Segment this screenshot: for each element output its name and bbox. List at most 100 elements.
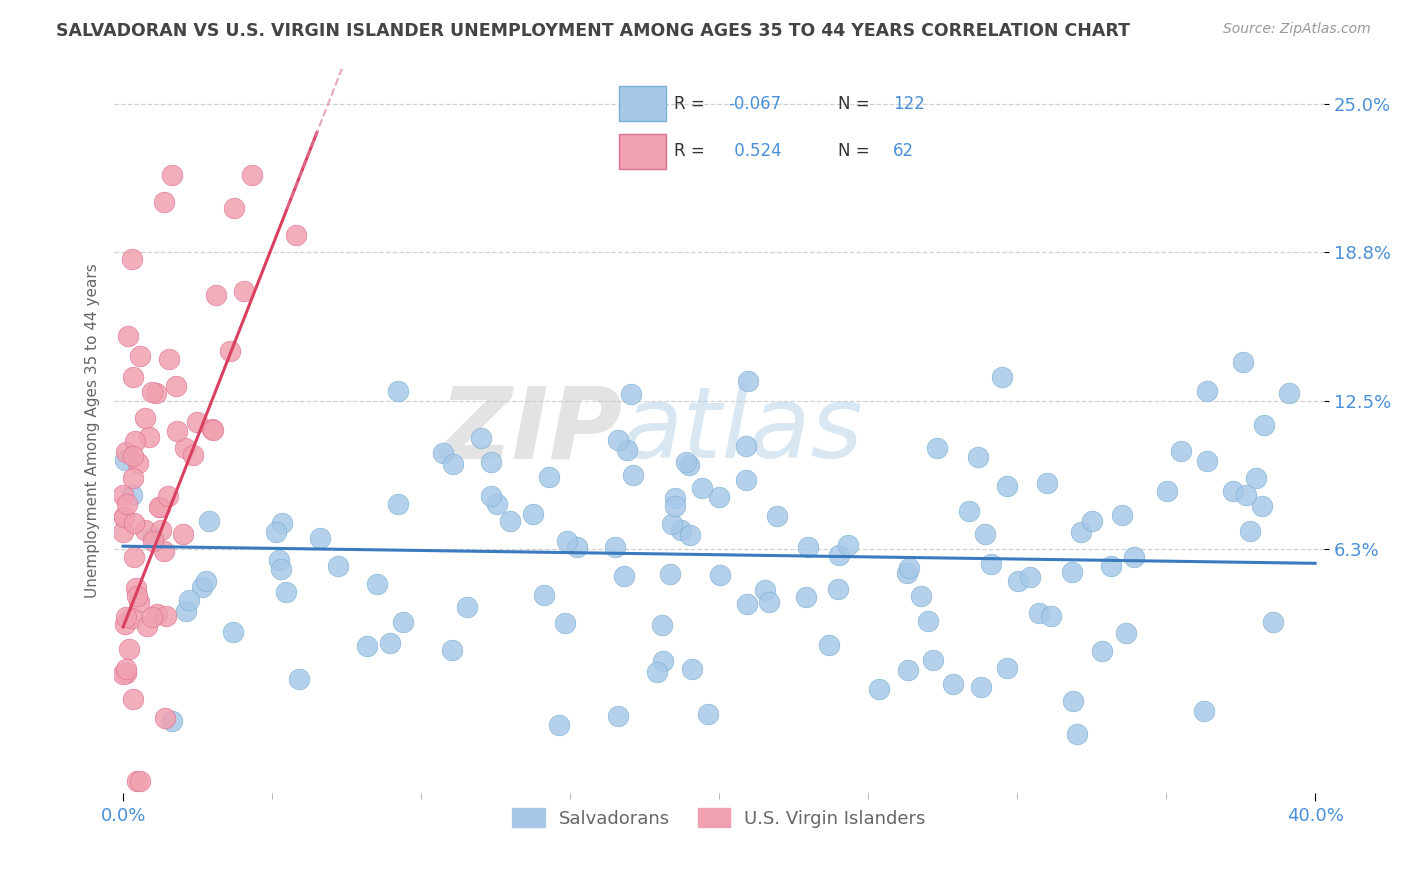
Point [969,681,991,695]
Point [165,379,187,393]
Point [1156,484,1178,499]
Point [115,665,138,680]
Point [114,445,136,459]
Point [616,442,638,457]
Point [479,455,502,469]
Point [709,567,731,582]
Point [172,526,194,541]
Point [1263,615,1285,630]
Point [1081,515,1104,529]
Point [707,491,730,505]
Point [758,595,780,609]
Point [150,523,173,537]
Point [533,588,555,602]
Point [432,446,454,460]
Point [114,609,136,624]
Point [974,527,997,541]
Point [678,458,700,473]
Point [1222,483,1244,498]
Point [141,384,163,399]
Point [112,666,135,681]
Point [797,540,820,554]
Point [142,530,165,544]
Point [1007,574,1029,589]
Point [127,456,149,470]
Point [606,709,628,723]
Text: ZIP: ZIP [439,383,623,479]
Point [1123,549,1146,564]
Point [661,516,683,531]
Point [201,422,224,436]
Legend: Salvadorans, U.S. Virgin Islanders: Salvadorans, U.S. Virgin Islanders [505,801,934,835]
Point [827,582,849,596]
Point [479,489,502,503]
Point [651,618,673,632]
Point [1028,606,1050,620]
Point [1062,565,1084,579]
Point [645,665,668,680]
Point [198,515,221,529]
Point [486,497,509,511]
Point [828,549,851,563]
Point [128,595,150,609]
Point [112,488,135,502]
Point [153,543,176,558]
Point [1062,693,1084,707]
Point [1239,524,1261,539]
Point [166,424,188,438]
Point [309,531,332,545]
Point [380,635,402,649]
Point [697,707,720,722]
FancyBboxPatch shape [619,87,666,121]
Point [287,672,309,686]
Point [910,589,932,603]
Point [176,605,198,619]
Point [118,642,141,657]
Text: Source: ZipAtlas.com: Source: ZipAtlas.com [1223,22,1371,37]
Point [160,714,183,728]
Point [284,227,307,242]
Point [135,619,157,633]
Point [735,473,758,487]
Point [122,516,145,531]
Point [548,718,571,732]
Point [818,638,841,652]
Point [1111,508,1133,522]
Point [554,615,576,630]
Point [276,584,298,599]
Point [181,448,204,462]
Point [121,611,143,625]
Point [766,508,789,523]
Point [1278,386,1301,401]
Point [681,662,703,676]
Point [651,654,673,668]
Point [142,533,165,548]
Point [121,691,143,706]
Point [153,195,176,210]
Point [1018,570,1040,584]
Point [134,411,156,425]
Point [194,574,217,589]
Point [1170,443,1192,458]
Point [117,329,139,343]
Point [1036,475,1059,490]
Text: -0.067: -0.067 [728,95,782,112]
Point [441,457,464,471]
Text: 62: 62 [893,142,914,160]
Text: R =: R = [673,95,704,112]
Point [122,470,145,484]
Point [392,615,415,629]
Point [328,559,350,574]
Point [160,169,183,183]
Point [121,488,143,502]
Point [659,566,682,581]
Point [555,533,578,548]
Point [1232,355,1254,369]
Point [112,510,135,524]
Point [153,711,176,725]
Point [127,590,149,604]
Text: N =: N = [838,95,870,112]
Point [125,774,148,789]
Point [1192,704,1215,718]
Point [125,581,148,595]
